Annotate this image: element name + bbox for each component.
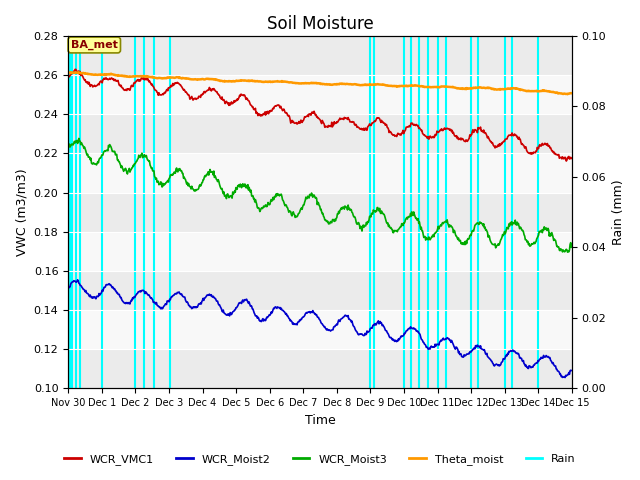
Bar: [68, 349, 572, 388]
Bar: [68, 232, 572, 271]
Bar: [68, 271, 572, 310]
Bar: [68, 192, 572, 232]
Bar: [68, 75, 572, 114]
Bar: [68, 310, 572, 349]
Legend: WCR_VMC1, WCR_Moist2, WCR_Moist3, Theta_moist, Rain: WCR_VMC1, WCR_Moist2, WCR_Moist3, Theta_…: [60, 450, 580, 469]
Bar: [68, 154, 572, 192]
X-axis label: Time: Time: [305, 414, 335, 427]
Bar: [68, 114, 572, 154]
Y-axis label: Rain (mm): Rain (mm): [612, 180, 625, 245]
Y-axis label: VWC (m3/m3): VWC (m3/m3): [15, 168, 28, 256]
Bar: [68, 36, 572, 75]
Text: BA_met: BA_met: [71, 40, 118, 50]
Title: Soil Moisture: Soil Moisture: [267, 15, 373, 33]
